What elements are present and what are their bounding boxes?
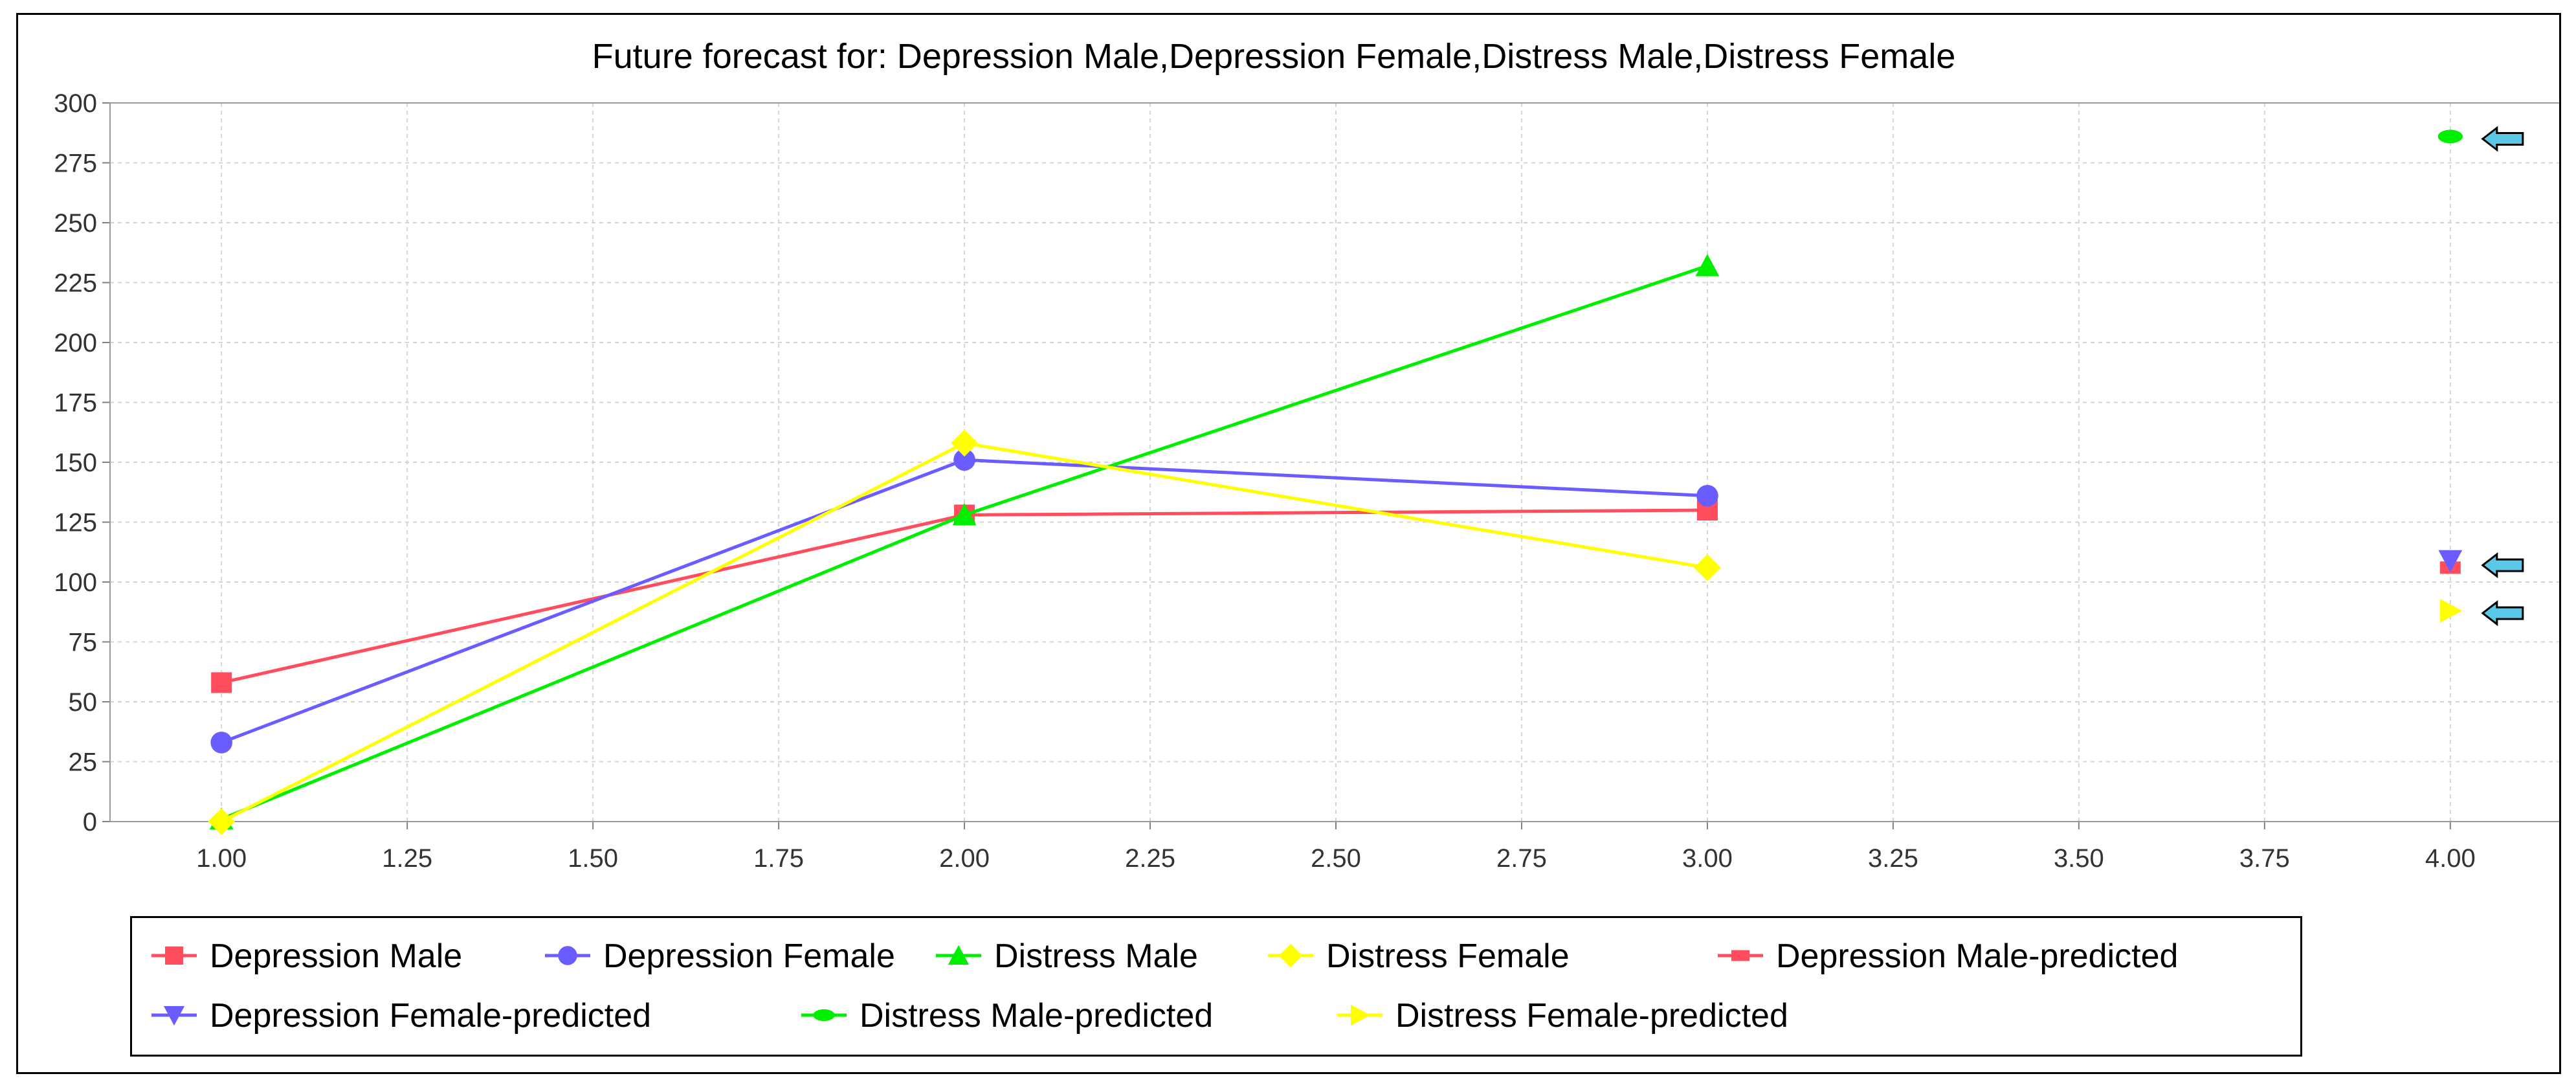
x-tick-label: 2.50 xyxy=(1311,844,1361,873)
data-point-distress-male-predicted xyxy=(2437,129,2463,144)
x-tick-label: 1.75 xyxy=(753,844,804,873)
forecast-arrow-icon xyxy=(2481,600,2524,627)
plot-border xyxy=(109,102,2559,822)
y-tick-label: 300 xyxy=(54,89,97,118)
x-tick-label: 3.25 xyxy=(1868,844,1918,873)
y-tick-label: 75 xyxy=(69,629,98,657)
legend-marker-icon xyxy=(813,1009,835,1022)
y-tick-label: 125 xyxy=(54,509,97,537)
data-point-distress-female xyxy=(208,808,235,835)
series-distress-female-predicted xyxy=(2439,599,2463,623)
x-tick-label: 4.00 xyxy=(2425,844,2476,873)
legend-label: Depression Female-predicted xyxy=(210,997,651,1035)
forecast-arrow-icon xyxy=(2481,126,2524,152)
series-layer xyxy=(208,129,2463,835)
y-tick-label: 100 xyxy=(54,568,97,597)
legend-marker-icon xyxy=(1351,1004,1371,1026)
data-point-distress-female xyxy=(951,429,978,457)
legend-item-depression-female: Depression Female xyxy=(545,937,895,975)
legend-marker-icon xyxy=(163,1006,185,1026)
forecast-arrow-icon xyxy=(2481,552,2524,579)
series-distress-female xyxy=(208,429,1721,835)
legend-marker-icon xyxy=(1731,950,1749,961)
data-point-distress-female xyxy=(1694,554,1721,581)
legend-label: Depression Male-predicted xyxy=(1776,937,2178,975)
axis-layer: 1.00 1.25 1.50 1.75 2.00 2.25 2.50 2.75 3.00 3.25… xyxy=(54,89,2559,873)
data-point-depression-female xyxy=(1696,485,1718,507)
y-tick-label: 275 xyxy=(54,150,97,178)
chart-frame: Future forecast for: Depression Male,Dep… xyxy=(16,13,2561,1074)
legend-item-distress-female: Distress Female xyxy=(1268,937,1570,975)
x-tick-label: 1.25 xyxy=(382,844,432,873)
x-tick-label: 1.50 xyxy=(568,844,618,873)
legend-marker-icon xyxy=(948,945,970,965)
chart-svg: Future forecast for: Depression Male,Dep… xyxy=(54,37,2559,873)
x-tick-label: 1.00 xyxy=(196,844,247,873)
y-tick-label: 200 xyxy=(54,329,97,357)
annotation-layer xyxy=(2481,126,2524,627)
legend-marker-icon xyxy=(165,947,183,965)
legend-label: Distress Female xyxy=(1326,937,1570,975)
legend-label: Depression Male xyxy=(210,937,462,975)
legend-item-distress-female-predicted: Distress Female-predicted xyxy=(1337,997,1788,1035)
y-tick-label: 25 xyxy=(69,748,98,777)
legend-item-distress-male: Distress Male xyxy=(936,937,1198,975)
y-tick-label: 225 xyxy=(54,269,97,298)
legend-label: Distress Female-predicted xyxy=(1395,997,1788,1035)
x-tick-label: 3.50 xyxy=(2054,844,2104,873)
plot-area xyxy=(110,103,2559,822)
data-point-depression-male xyxy=(211,672,232,693)
legend-item-depression-female-predicted: Depression Female-predicted xyxy=(151,997,651,1035)
x-tick-label: 3.00 xyxy=(1682,844,1733,873)
legend-svg: Depression Male Depression Female Distress… xyxy=(151,937,2178,1035)
legend-marker-icon xyxy=(558,946,577,965)
legend-item-depression-male-predicted: Depression Male-predicted xyxy=(1718,937,2178,975)
series-depression-female xyxy=(210,449,1718,754)
y-tick-label: 250 xyxy=(54,209,97,238)
legend-label: Distress Male-predicted xyxy=(860,997,1213,1035)
data-point-distress-female-predicted xyxy=(2439,599,2463,623)
series-depression-female-predicted xyxy=(2438,550,2463,573)
x-tick-label: 2.75 xyxy=(1496,844,1547,873)
legend-label: Depression Female xyxy=(603,937,895,975)
y-tick-label: 0 xyxy=(83,808,97,836)
legend-label: Distress Male xyxy=(994,937,1198,975)
x-tick-label: 2.25 xyxy=(1125,844,1175,873)
legend-marker-icon xyxy=(1278,943,1303,968)
data-point-distress-male xyxy=(952,503,977,526)
y-tick-label: 175 xyxy=(54,389,97,418)
data-point-depression-female xyxy=(210,732,232,754)
x-tick-label: 3.75 xyxy=(2239,844,2290,873)
data-point-depression-female-predicted xyxy=(2438,550,2463,573)
data-point-distress-male xyxy=(1695,254,1720,276)
legend: Depression Male Depression Female Distress… xyxy=(130,916,2302,1057)
chart-title: Future forecast for: Depression Male,Dep… xyxy=(592,37,1956,76)
legend-item-depression-male: Depression Male xyxy=(151,937,462,975)
data-point-depression-female xyxy=(953,449,975,471)
y-tick-label: 50 xyxy=(69,688,98,717)
legend-item-distress-male-predicted: Distress Male-predicted xyxy=(801,997,1213,1035)
series-distress-male-predicted xyxy=(2437,129,2463,144)
y-tick-label: 150 xyxy=(54,449,97,477)
x-tick-label: 2.00 xyxy=(939,844,990,873)
